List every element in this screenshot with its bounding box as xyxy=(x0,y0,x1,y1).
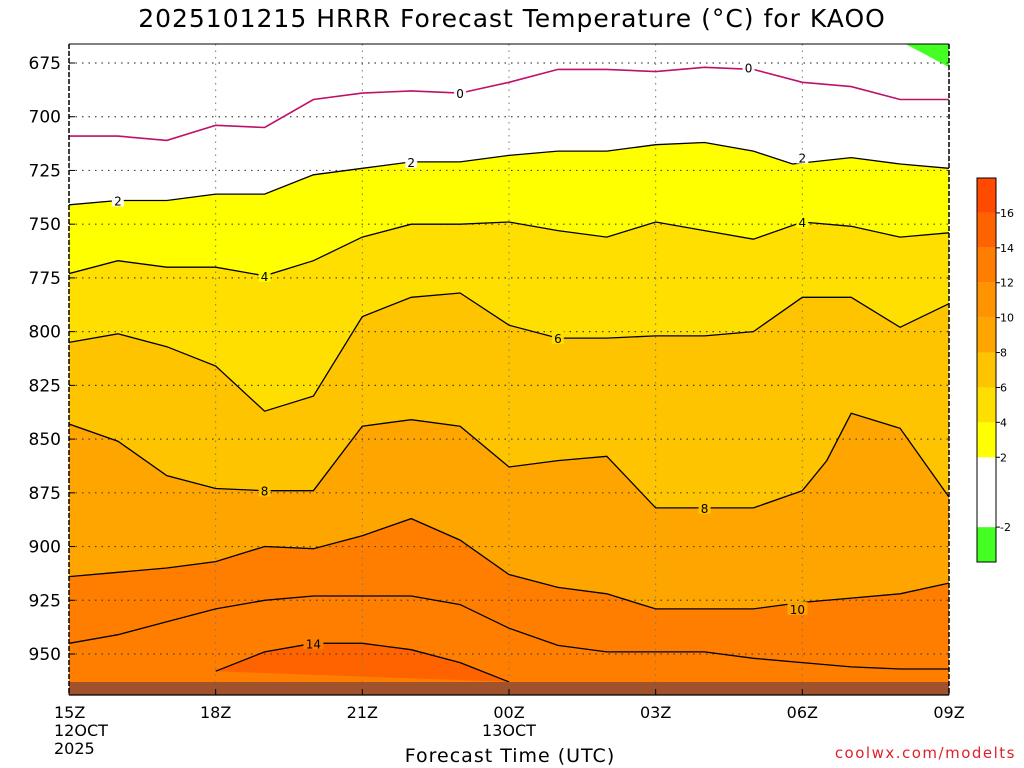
grid-lines xyxy=(69,44,949,695)
colorbar-tick-label: 6 xyxy=(1000,381,1007,394)
colorbar-frame xyxy=(976,177,997,563)
colorbar-tick-label: 10 xyxy=(1000,312,1014,325)
x-tick-label: 03Z xyxy=(640,703,671,722)
colorbar-tick-label: -2 xyxy=(1000,521,1011,534)
x-tick-sublabel: 13OCT xyxy=(482,721,536,740)
x-tick-sublabel: 2025 xyxy=(54,739,95,758)
contour-label: 8 xyxy=(261,485,269,499)
credit-link[interactable]: coolwx.com/modelts xyxy=(834,744,1016,762)
colorbar-swatch xyxy=(977,282,996,318)
contour-label-bg xyxy=(303,636,324,650)
ground-surface xyxy=(69,682,949,695)
contour-label-bg xyxy=(551,331,564,345)
contour-line-0 xyxy=(69,66,949,142)
contour-label: 0 xyxy=(456,87,464,101)
y-tick-label: 675 xyxy=(29,54,61,74)
y-tick-label: 850 xyxy=(29,430,61,450)
contour-line-2 xyxy=(69,141,949,206)
x-tick-sublabel: 12OCT xyxy=(54,721,108,740)
y-tick-label: 775 xyxy=(29,269,61,289)
y-tick-label: 700 xyxy=(29,108,61,128)
y-tick-label: 750 xyxy=(29,215,61,235)
y-tick-label: 875 xyxy=(29,484,61,504)
y-tick-label: 725 xyxy=(29,161,61,181)
contour-label-bg xyxy=(405,154,418,168)
colorbar-swatch xyxy=(977,352,996,388)
colorbar-swatch xyxy=(977,527,996,562)
y-axis-ticks: 675 700 725 750 775 800 825 850 875 900 925 950 xyxy=(29,54,75,665)
contour-label: 2 xyxy=(407,156,415,170)
contour-label-bg xyxy=(111,193,124,207)
contour-label: 10 xyxy=(790,603,805,617)
x-tick-label: 00Z xyxy=(493,703,524,722)
contour-label-bg xyxy=(796,215,809,229)
colorbar-swatch xyxy=(977,492,996,528)
colorbar-swatch xyxy=(977,457,996,493)
contour-label-bg xyxy=(454,86,467,100)
contour-label: 0 xyxy=(745,61,753,75)
contour-label: 2 xyxy=(799,152,807,166)
contour-label: 4 xyxy=(799,216,807,230)
contour-labels: 0 0 2 2 2 4 4 6 8 8 10 14 xyxy=(111,60,809,651)
contour-label-bg xyxy=(742,60,755,74)
colorbar-swatch xyxy=(977,317,996,353)
contour-label-bg xyxy=(258,268,271,282)
colorbar-tick-label: 8 xyxy=(1000,347,1007,360)
x-tick-label: 21Z xyxy=(347,703,378,722)
contour-label: 14 xyxy=(306,637,321,651)
contour-line-6 xyxy=(69,292,949,412)
x-tick-label: 09Z xyxy=(933,703,964,722)
colorbar-tick-label: 16 xyxy=(1000,207,1014,220)
contour-line-12 xyxy=(69,595,949,670)
chart-title: 2025101215 HRRR Forecast Temperature (°C… xyxy=(138,4,886,33)
contour-label: 6 xyxy=(554,332,562,346)
contour-label: 4 xyxy=(261,270,269,284)
x-tick-label: 18Z xyxy=(200,703,231,722)
contour-line-14 xyxy=(215,642,510,683)
y-tick-label: 825 xyxy=(29,376,61,396)
contour-line-8 xyxy=(69,412,949,509)
colorbar-tick-label: 14 xyxy=(1000,242,1014,255)
colorbar-swatch xyxy=(977,247,996,283)
colorbar-swatch xyxy=(977,422,996,458)
y-tick-label: 900 xyxy=(29,538,61,558)
colorbar-swatch xyxy=(977,387,996,423)
contour-label-bg xyxy=(796,150,809,164)
colorbar-tick-label: 2 xyxy=(1000,451,1007,464)
colorbar-tick-label: 12 xyxy=(1000,277,1014,290)
colorbar-tick-label: 4 xyxy=(1000,416,1007,429)
colorbar-swatch xyxy=(977,178,996,213)
y-tick-label: 950 xyxy=(29,645,61,665)
x-axis-title: Forecast Time (UTC) xyxy=(404,745,616,767)
colorbar-swatch xyxy=(977,212,996,248)
contour-label: 8 xyxy=(701,502,709,516)
contour-label-bg xyxy=(698,500,711,514)
x-tick-label: 15Z xyxy=(54,703,85,722)
x-tick-label: 06Z xyxy=(787,703,818,722)
contour-label-bg xyxy=(787,601,808,615)
cold-patch xyxy=(802,44,949,68)
contour-label: 2 xyxy=(114,195,122,209)
y-tick-label: 800 xyxy=(29,323,61,343)
colorbar: -2 2 4 6 8 10 12 14 16 xyxy=(976,177,1014,563)
contour-lines xyxy=(69,66,949,683)
ground-layer xyxy=(69,682,949,695)
contour-label-bg xyxy=(258,483,271,497)
y-tick-label: 925 xyxy=(29,591,61,611)
